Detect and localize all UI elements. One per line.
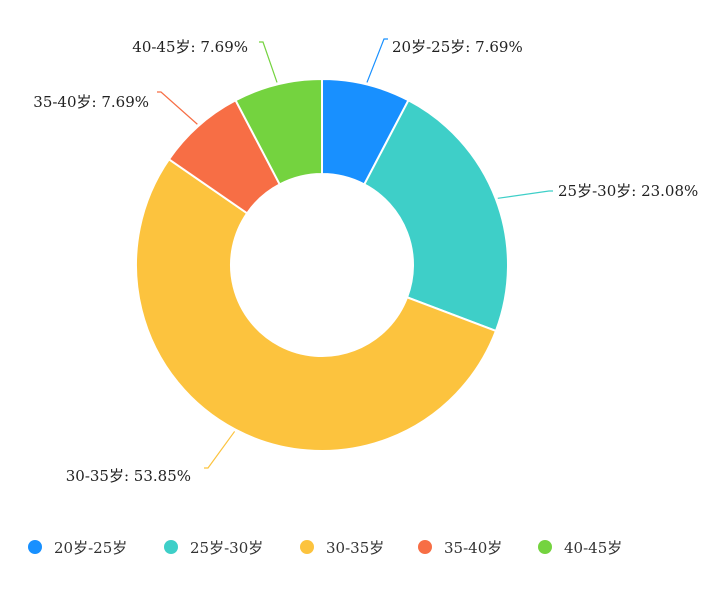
legend-item-40-45[interactable]: 40-45岁 (538, 532, 622, 562)
data-label-25-30: 25岁-30岁: 23.08% (558, 182, 698, 200)
chart-legend: 20岁-25岁 25岁-30岁 30-35岁 35-40岁 40-45岁 (0, 532, 723, 562)
data-label-30-35: 30-35岁: 53.85% (66, 467, 191, 485)
legend-item-25-30[interactable]: 25岁-30岁 (164, 532, 263, 562)
legend-marker-30-35 (300, 540, 314, 554)
legend-item-30-35[interactable]: 30-35岁 (300, 532, 384, 562)
leader-line-40-45 (259, 41, 278, 83)
slice-30-35[interactable] (135, 157, 498, 453)
legend-label-20-25: 20岁-25岁 (54, 538, 128, 557)
data-label-20-25: 20岁-25岁: 7.69% (392, 38, 523, 56)
legend-item-35-40[interactable]: 35-40岁 (418, 532, 502, 562)
slice-25-30[interactable] (362, 98, 509, 333)
leader-line-35-40 (157, 91, 198, 125)
leader-line-30-35 (204, 431, 236, 469)
data-label-40-45: 40-45岁: 7.69% (132, 38, 248, 56)
slice-40-45[interactable] (234, 77, 323, 186)
data-label-35-40: 35-40岁: 7.69% (33, 93, 149, 111)
legend-marker-25-30 (164, 540, 178, 554)
legend-label-25-30: 25岁-30岁 (190, 538, 264, 557)
legend-label-30-35: 30-35岁 (326, 538, 385, 557)
legend-marker-20-25 (28, 540, 42, 554)
legend-marker-40-45 (538, 540, 552, 554)
leader-line-25-30 (497, 190, 553, 199)
legend-marker-35-40 (418, 540, 432, 554)
leader-line-20-25 (366, 38, 388, 83)
legend-label-40-45: 40-45岁 (564, 538, 623, 557)
legend-item-20-25[interactable]: 20岁-25岁 (28, 532, 127, 562)
legend-label-35-40: 35-40岁 (444, 538, 503, 557)
